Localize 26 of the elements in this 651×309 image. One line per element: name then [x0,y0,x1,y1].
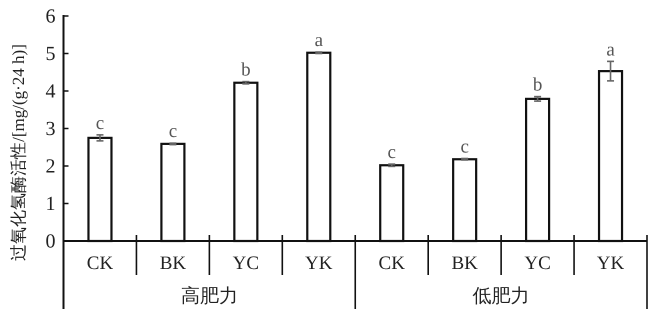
x-tick-label: YK [305,253,333,274]
data-label: c [168,121,178,142]
x-tick-label: YC [524,253,551,274]
y-tick-label: 2 [46,156,56,178]
text: 低肥力 [472,286,530,307]
y-axis-title: 过氧化氢酶活性/[mg/(g·24 h)] [9,44,28,261]
y-tick-label: 4 [46,80,56,102]
data-label: c [96,112,104,134]
y-tick-label: 6 [46,6,56,28]
data-label: c [388,142,396,164]
text: 高肥力 [180,285,238,307]
data-label: b [532,74,542,96]
y-tick-label: 3 [46,118,56,140]
y-tick-label: 1 [46,193,56,215]
x-tick-label: BK [451,253,478,274]
data-label: a [606,39,616,60]
x-tick-label: BK [160,253,186,274]
data-label: c [460,136,469,158]
y-tick-label: 0 [46,230,56,252]
x-tick-label: CK [378,253,406,274]
x-tick-label: YC [232,253,260,274]
y-tick-label: 5 [46,43,56,65]
x-tick-label: CK [86,253,114,274]
x-tick-label: YK [596,253,625,274]
data-label: a [314,30,324,51]
data-label: b [241,60,251,81]
